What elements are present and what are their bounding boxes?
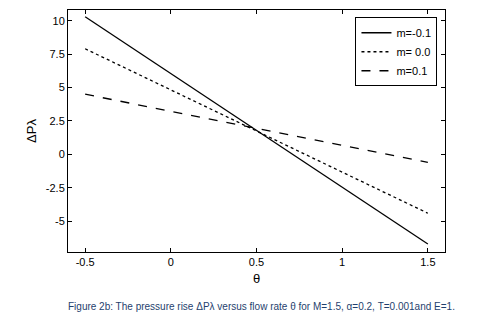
svg-text:-2.5: -2.5 — [46, 182, 65, 194]
svg-text:5: 5 — [59, 81, 65, 93]
svg-text:7.5: 7.5 — [50, 48, 65, 60]
svg-text:1.5: 1.5 — [420, 256, 435, 268]
svg-text:m=0.1: m=0.1 — [396, 65, 427, 77]
svg-text:10: 10 — [53, 15, 65, 27]
svg-text:1: 1 — [339, 256, 345, 268]
svg-text:m= 0.0: m= 0.0 — [396, 46, 430, 58]
svg-text:0.5: 0.5 — [249, 256, 264, 268]
svg-text:ΔPλ: ΔPλ — [24, 119, 39, 143]
svg-text:θ: θ — [253, 271, 260, 286]
svg-text:-0.5: -0.5 — [76, 256, 95, 268]
svg-text:0: 0 — [168, 256, 174, 268]
svg-text:-5: -5 — [55, 215, 65, 227]
svg-text:m=-0.1: m=-0.1 — [396, 27, 431, 39]
svg-text:2.5: 2.5 — [50, 115, 65, 127]
svg-text:0: 0 — [59, 148, 65, 160]
svg-text:Figure 2b: The pressure rise Δ: Figure 2b: The pressure rise ΔPλ versus … — [68, 301, 455, 312]
